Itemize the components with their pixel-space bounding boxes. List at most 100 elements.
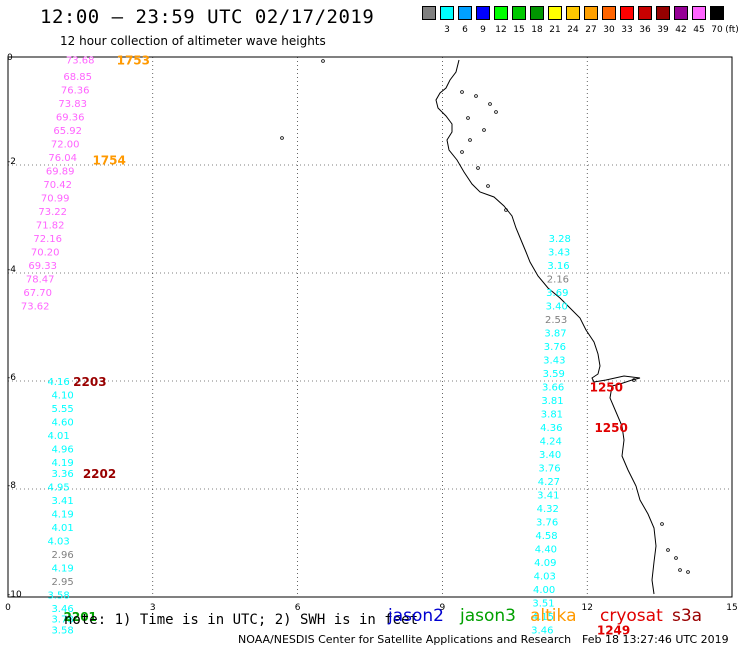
satellite-label-cryosat: cryosat xyxy=(600,606,663,626)
data-point-label: 4.95 xyxy=(47,482,69,493)
island-marker xyxy=(321,59,325,63)
island-marker xyxy=(486,184,490,188)
data-point-label: 69.33 xyxy=(28,261,57,272)
data-point-label: 3.69 xyxy=(546,288,568,299)
page-title: 12:00 – 23:59 UTC 02/17/2019 xyxy=(40,6,375,28)
data-point-label: 3.28 xyxy=(549,234,571,245)
scale-swatch xyxy=(674,6,688,20)
data-point-label: 69.89 xyxy=(46,166,75,177)
plot-frame xyxy=(7,56,733,598)
data-point-label: 73.83 xyxy=(58,99,87,110)
data-point-label: 4.36 xyxy=(540,423,562,434)
x-tick-label: 15 xyxy=(726,603,737,613)
data-point-label: 76.04 xyxy=(48,153,77,164)
scale-label: 18 xyxy=(531,25,543,35)
scale-swatch xyxy=(512,6,526,20)
data-point-label: 4.09 xyxy=(534,558,556,569)
data-point-label: 3.76 xyxy=(544,342,566,353)
scale-swatch xyxy=(422,6,436,20)
scale-swatch xyxy=(566,6,580,20)
data-point-label: 4.03 xyxy=(47,536,69,547)
scale-swatch xyxy=(494,6,508,20)
data-point-label: 68.85 xyxy=(63,72,92,83)
x-tick-label: 9 xyxy=(440,603,446,613)
data-point-label: 4.58 xyxy=(535,531,557,542)
data-point-label: 3.58 xyxy=(51,625,73,636)
data-point-label: 2.95 xyxy=(51,577,73,588)
island-marker xyxy=(686,570,690,574)
scale-swatch xyxy=(620,6,634,20)
y-tick-label: -2 xyxy=(7,157,16,167)
data-point-label: 4.32 xyxy=(537,504,559,515)
scale-label: 39 xyxy=(657,25,669,35)
credit-text: NOAA/NESDIS Center for Satellite Applica… xyxy=(238,633,572,646)
scale-unit: (ft) xyxy=(725,25,739,35)
data-point-label: 76.36 xyxy=(61,85,90,96)
data-point-label: 3.41 xyxy=(537,490,559,501)
data-point-label: 73.22 xyxy=(38,207,67,218)
scale-swatch xyxy=(710,6,724,20)
time-label: 2203 xyxy=(73,375,106,389)
time-label: 2202 xyxy=(83,467,116,481)
data-point-label: 4.19 xyxy=(51,509,73,520)
time-label: 1249 xyxy=(597,623,630,637)
data-point-label: 3.59 xyxy=(543,369,565,380)
data-point-label: 73.62 xyxy=(21,301,50,312)
data-point-label: 3.51 xyxy=(532,598,554,609)
data-point-label: 3.81 xyxy=(541,409,563,420)
satellite-label-s3a: s3a xyxy=(672,606,703,626)
data-point-label: 4.03 xyxy=(534,571,556,582)
island-marker xyxy=(674,556,678,560)
time-label: 1250 xyxy=(590,380,623,394)
data-point-label: 4.15 xyxy=(532,612,554,623)
island-marker xyxy=(678,568,682,572)
data-point-label: 3.66 xyxy=(542,382,564,393)
island-marker xyxy=(476,166,480,170)
data-point-label: 3.58 xyxy=(47,590,69,601)
island-marker xyxy=(460,150,464,154)
data-point-label: 78.47 xyxy=(26,274,55,285)
island-marker xyxy=(468,138,472,142)
time-label: 2201 xyxy=(64,610,97,624)
island-marker xyxy=(474,94,478,98)
scale-label: 24 xyxy=(567,25,579,35)
data-point-label: 72.16 xyxy=(33,234,62,245)
data-point-label: 65.92 xyxy=(53,126,82,137)
footer-note: note: 1) Time is in UTC; 2) SWH is in fe… xyxy=(64,612,419,628)
scale-swatch xyxy=(602,6,616,20)
data-point-label: 4.00 xyxy=(533,585,555,596)
data-point-label: 3.78 xyxy=(51,615,73,626)
data-point-label: 3.46 xyxy=(531,625,553,636)
data-point-label: 4.60 xyxy=(51,418,73,429)
island-marker xyxy=(666,548,670,552)
y-tick-label: -6 xyxy=(7,373,16,383)
time-label: 1754 xyxy=(92,154,125,168)
data-point-label: 4.16 xyxy=(47,377,69,388)
scale-label: 15 xyxy=(513,25,525,35)
x-tick-label: 12 xyxy=(581,603,592,613)
data-point-label: 4.24 xyxy=(540,436,562,447)
data-point-label: 2.53 xyxy=(545,315,567,326)
data-point-label: 3.87 xyxy=(544,328,566,339)
scale-label: 6 xyxy=(462,25,468,35)
scale-swatch xyxy=(692,6,706,20)
island-marker xyxy=(504,208,508,212)
scale-swatch xyxy=(656,6,670,20)
scale-label: 45 xyxy=(693,25,705,35)
island-marker xyxy=(660,522,664,526)
scale-swatch xyxy=(548,6,562,20)
island-marker xyxy=(632,378,636,382)
data-point-label: 5.55 xyxy=(51,404,73,415)
data-point-label: 70.20 xyxy=(31,247,60,258)
scale-swatch xyxy=(440,6,454,20)
data-point-label: 3.46 xyxy=(51,604,73,615)
data-point-label: 3.76 xyxy=(538,463,560,474)
data-point-label: 69.36 xyxy=(56,112,85,123)
data-point-label: 3.43 xyxy=(543,355,565,366)
data-point-label: 4.96 xyxy=(51,445,73,456)
scale-swatch xyxy=(584,6,598,20)
page-subtitle: 12 hour collection of altimeter wave hei… xyxy=(60,34,326,48)
scale-label: 33 xyxy=(621,25,633,35)
data-point-label: 73.68 xyxy=(66,56,95,67)
scale-swatch xyxy=(458,6,472,20)
